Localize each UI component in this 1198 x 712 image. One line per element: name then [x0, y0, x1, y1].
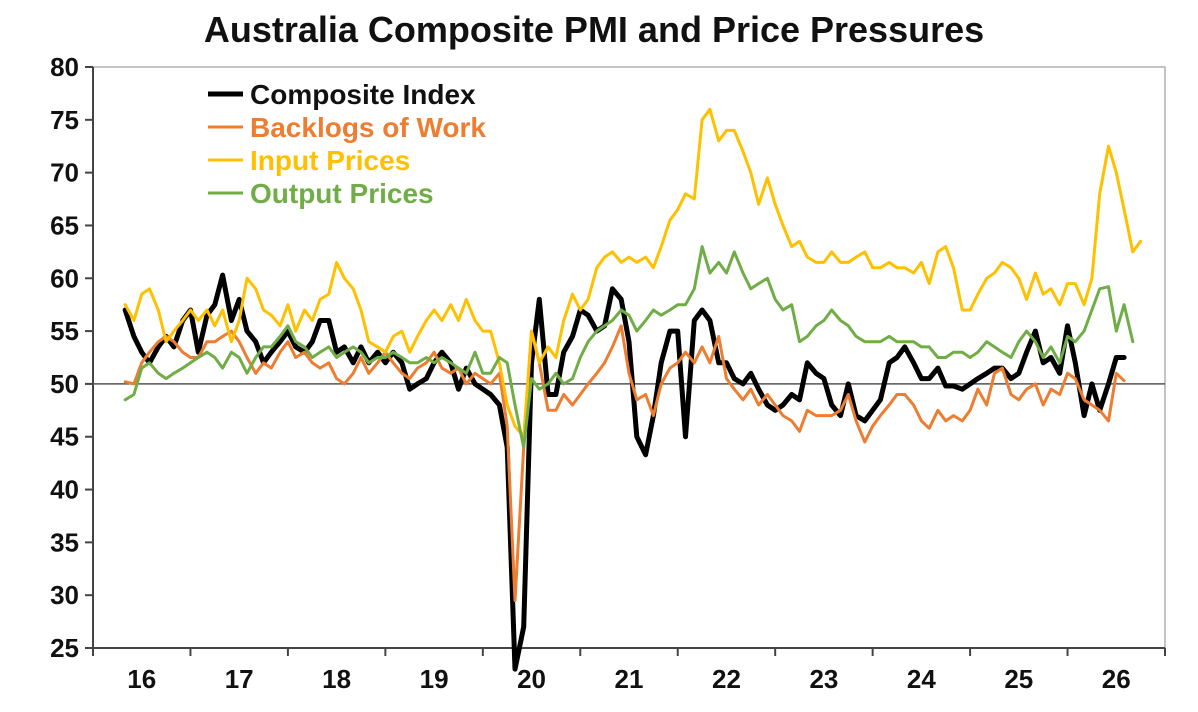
- y-tick-label: 60: [50, 263, 79, 293]
- y-tick-label: 65: [50, 210, 79, 240]
- x-tick-label: 16: [127, 664, 156, 694]
- series-line-input-prices: [123, 107, 1143, 439]
- y-tick-label: 35: [50, 527, 79, 557]
- x-tick-label: 24: [907, 664, 936, 694]
- series-line-output-prices: [123, 245, 1135, 449]
- x-tick-label: 17: [225, 664, 254, 694]
- x-tick-label: 18: [322, 664, 351, 694]
- x-tick-label: 23: [809, 664, 838, 694]
- x-tick-label: 26: [1102, 664, 1131, 694]
- y-tick-label: 75: [50, 105, 79, 135]
- y-tick-label: 30: [50, 580, 79, 610]
- x-tick-label: 22: [712, 664, 741, 694]
- legend-label-input-prices: Input Prices: [250, 145, 410, 176]
- series-line-backlogs-of-work: [123, 324, 1126, 602]
- x-tick-label: 21: [615, 664, 644, 694]
- y-tick-label: 70: [50, 158, 79, 188]
- legend-label-output-prices: Output Prices: [250, 178, 434, 209]
- x-tick-label: 25: [1004, 664, 1033, 694]
- y-tick-label: 40: [50, 475, 79, 505]
- y-tick-label: 55: [50, 316, 79, 346]
- chart-title: Australia Composite PMI and Price Pressu…: [204, 9, 984, 50]
- y-tick-label: 25: [50, 633, 79, 663]
- series-line-composite-index: [122, 272, 1127, 672]
- y-tick-label: 50: [50, 369, 79, 399]
- legend-label-backlogs-of-work: Backlogs of Work: [250, 112, 486, 143]
- x-tick-label: 20: [517, 664, 546, 694]
- y-tick-label: 45: [50, 422, 79, 452]
- legend-label-composite-index: Composite Index: [250, 79, 476, 110]
- x-tick-label: 19: [420, 664, 449, 694]
- y-tick-label: 80: [50, 52, 79, 82]
